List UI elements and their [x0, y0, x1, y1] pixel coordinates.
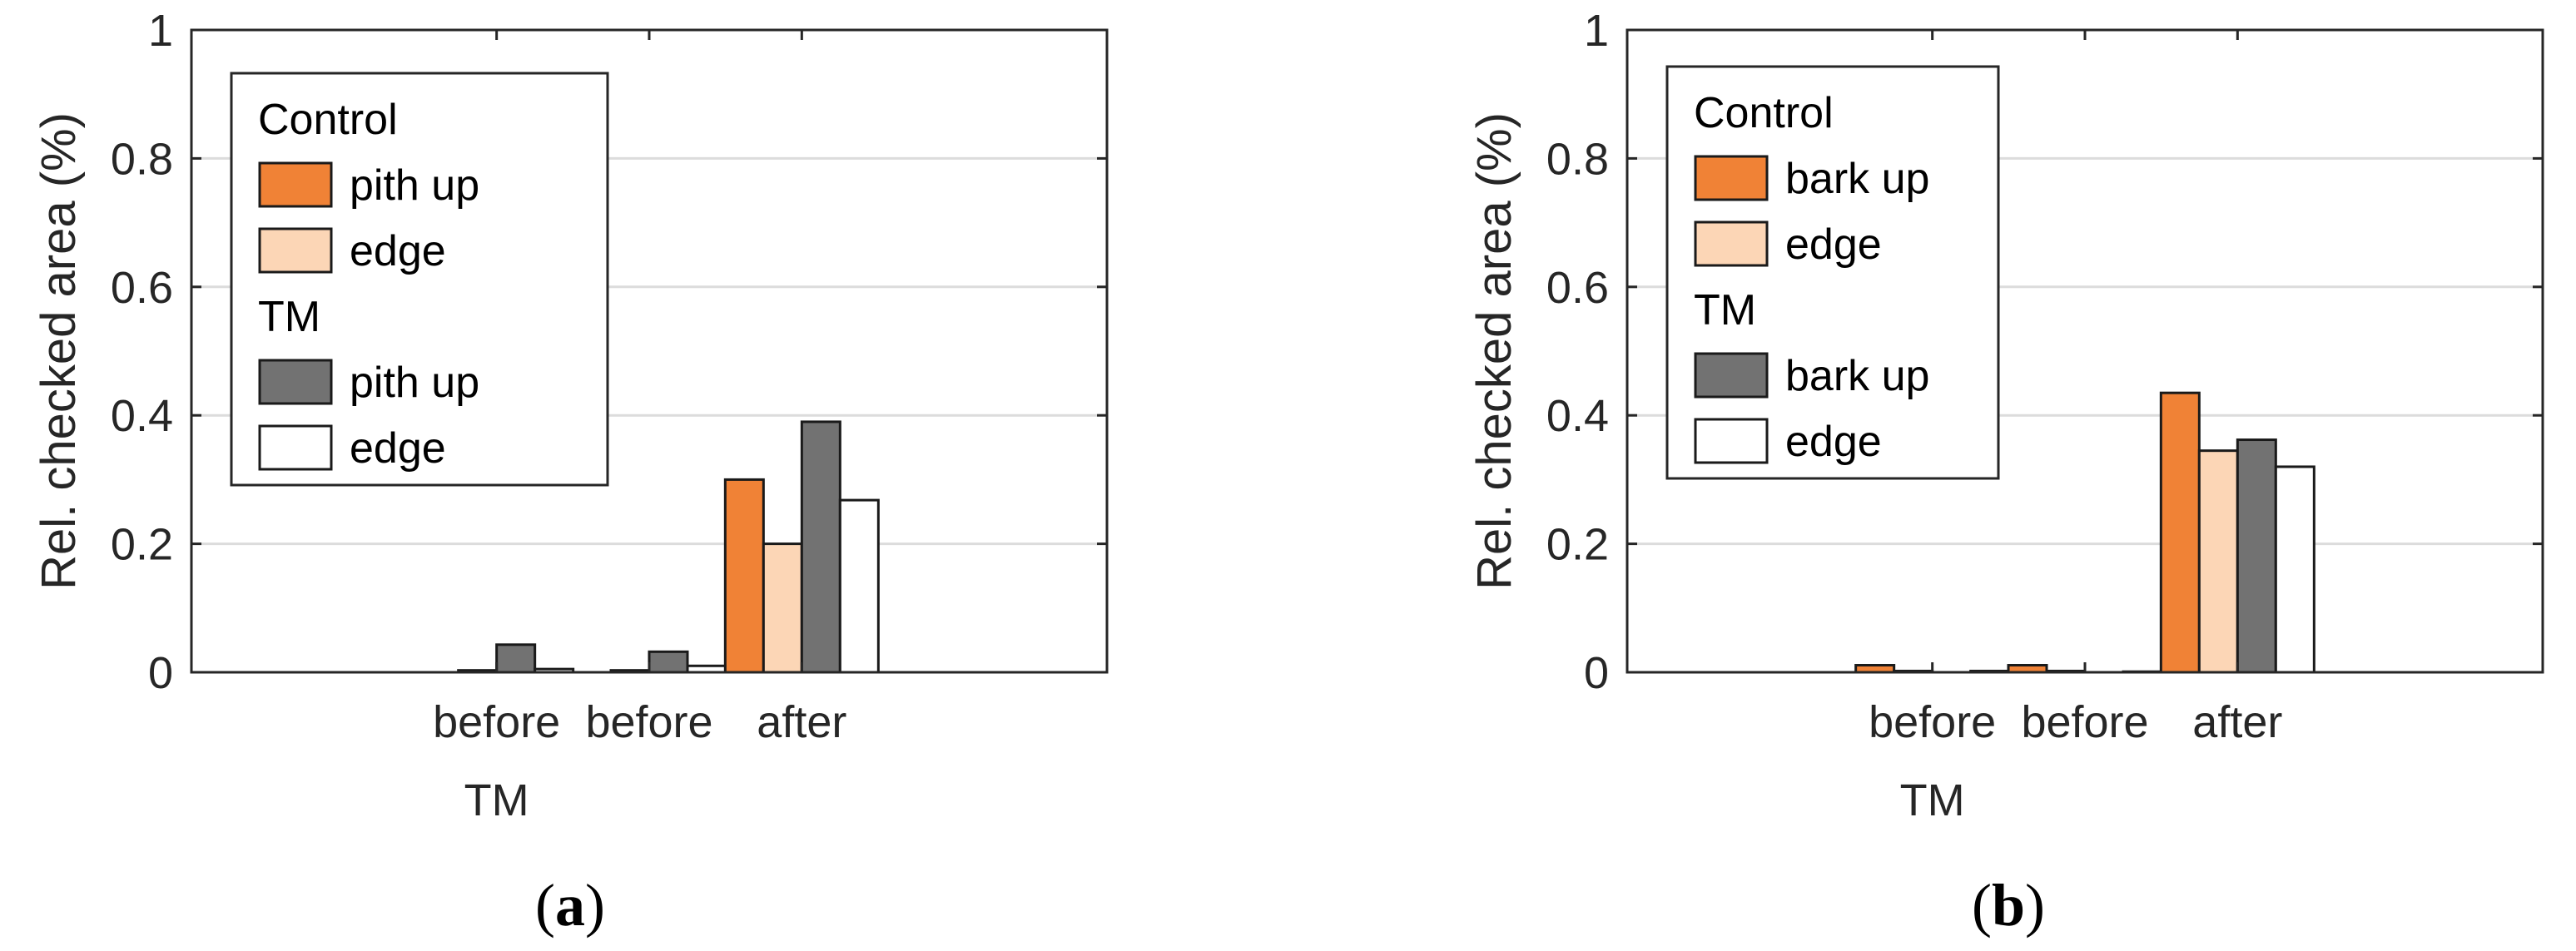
y-tick-label: 0 — [148, 648, 173, 698]
bar-tm-pith-up — [648, 650, 689, 674]
legend-group-header: TM — [1694, 286, 1756, 334]
axes-frame — [190, 28, 1109, 674]
legend-swatch — [258, 161, 333, 208]
bar-tm-bark-up — [2236, 438, 2277, 674]
y-tick-label: 0.2 — [111, 520, 173, 570]
legend-entry-label: pith up — [350, 161, 479, 210]
y-tick-label: 0.4 — [111, 391, 173, 441]
legend-group-header: Control — [258, 96, 398, 144]
y-tick-label: 0.6 — [1546, 263, 1609, 313]
bar-tm-edge — [2274, 465, 2315, 674]
x-tick-label: after — [757, 697, 846, 747]
legend-entry-label: bark up — [1785, 352, 1929, 400]
bar-tm-edge — [838, 498, 880, 674]
panel-caption: (a) — [535, 872, 605, 939]
legend-swatch — [258, 424, 333, 471]
legend-swatch — [1694, 220, 1769, 267]
bar-control-bark-up — [2159, 391, 2201, 674]
legend-swatch — [258, 359, 333, 405]
chart-panel-a: 0 0.2 0.4 0.6 0.8 1 before TM before after Rel. ch… — [32, 6, 1109, 939]
legend-entry-label: pith up — [350, 359, 479, 407]
legend-swatch — [1694, 155, 1769, 201]
x-tick-label: after — [2192, 697, 2282, 747]
legend: Control pith up edge TM pith up edge — [230, 72, 609, 487]
legend-box — [1665, 65, 2000, 480]
chart-panel-b: 0 0.2 0.4 0.6 0.8 1 before TM before after Rel. ch… — [1467, 6, 2544, 939]
legend-group-header: TM — [258, 293, 320, 341]
x-tick-label: TM — [1900, 775, 1965, 825]
legend-swatch — [1694, 418, 1769, 464]
x-tick-label: before — [433, 697, 560, 747]
legend-entry-label: edge — [1785, 220, 1882, 269]
y-tick-label: 0.4 — [1546, 391, 1609, 441]
y-tick-label: 1 — [1584, 6, 1609, 56]
y-tick-label: 0.2 — [1546, 520, 1609, 570]
legend-entry-label: edge — [1785, 418, 1882, 466]
bar-tm-pith-up — [495, 643, 537, 674]
bar-control-edge — [2197, 449, 2239, 674]
y-axis-label: Rel. checked area (%) — [32, 112, 86, 590]
y-tick-label: 0.8 — [1546, 134, 1609, 184]
axes-frame — [1626, 28, 2544, 674]
x-tick-label: before — [2021, 697, 2148, 747]
legend: Control bark up edge TM bark up edge — [1665, 65, 2000, 480]
legend-group-header: Control — [1694, 89, 1834, 137]
bar-control-edge — [762, 542, 803, 674]
legend-entry-label: edge — [350, 424, 446, 473]
legend-entry-label: edge — [350, 227, 446, 275]
x-tick-label: before — [585, 697, 712, 747]
bar-tm-pith-up — [800, 420, 841, 674]
y-tick-label: 0 — [1584, 648, 1609, 698]
legend-swatch — [1694, 352, 1769, 399]
y-axis-label: Rel. checked area (%) — [1467, 112, 1521, 590]
legend-box — [230, 72, 609, 487]
legend-entry-label: bark up — [1785, 155, 1929, 203]
y-tick-label: 1 — [148, 6, 173, 56]
x-tick-label: before — [1869, 697, 1996, 747]
bar-control-pith-up — [723, 478, 765, 674]
x-tick-label: TM — [464, 775, 529, 825]
y-tick-label: 0.6 — [111, 263, 173, 313]
panel-caption: (b) — [1972, 872, 2045, 939]
legend-swatch — [258, 227, 333, 274]
y-tick-label: 0.8 — [111, 134, 173, 184]
